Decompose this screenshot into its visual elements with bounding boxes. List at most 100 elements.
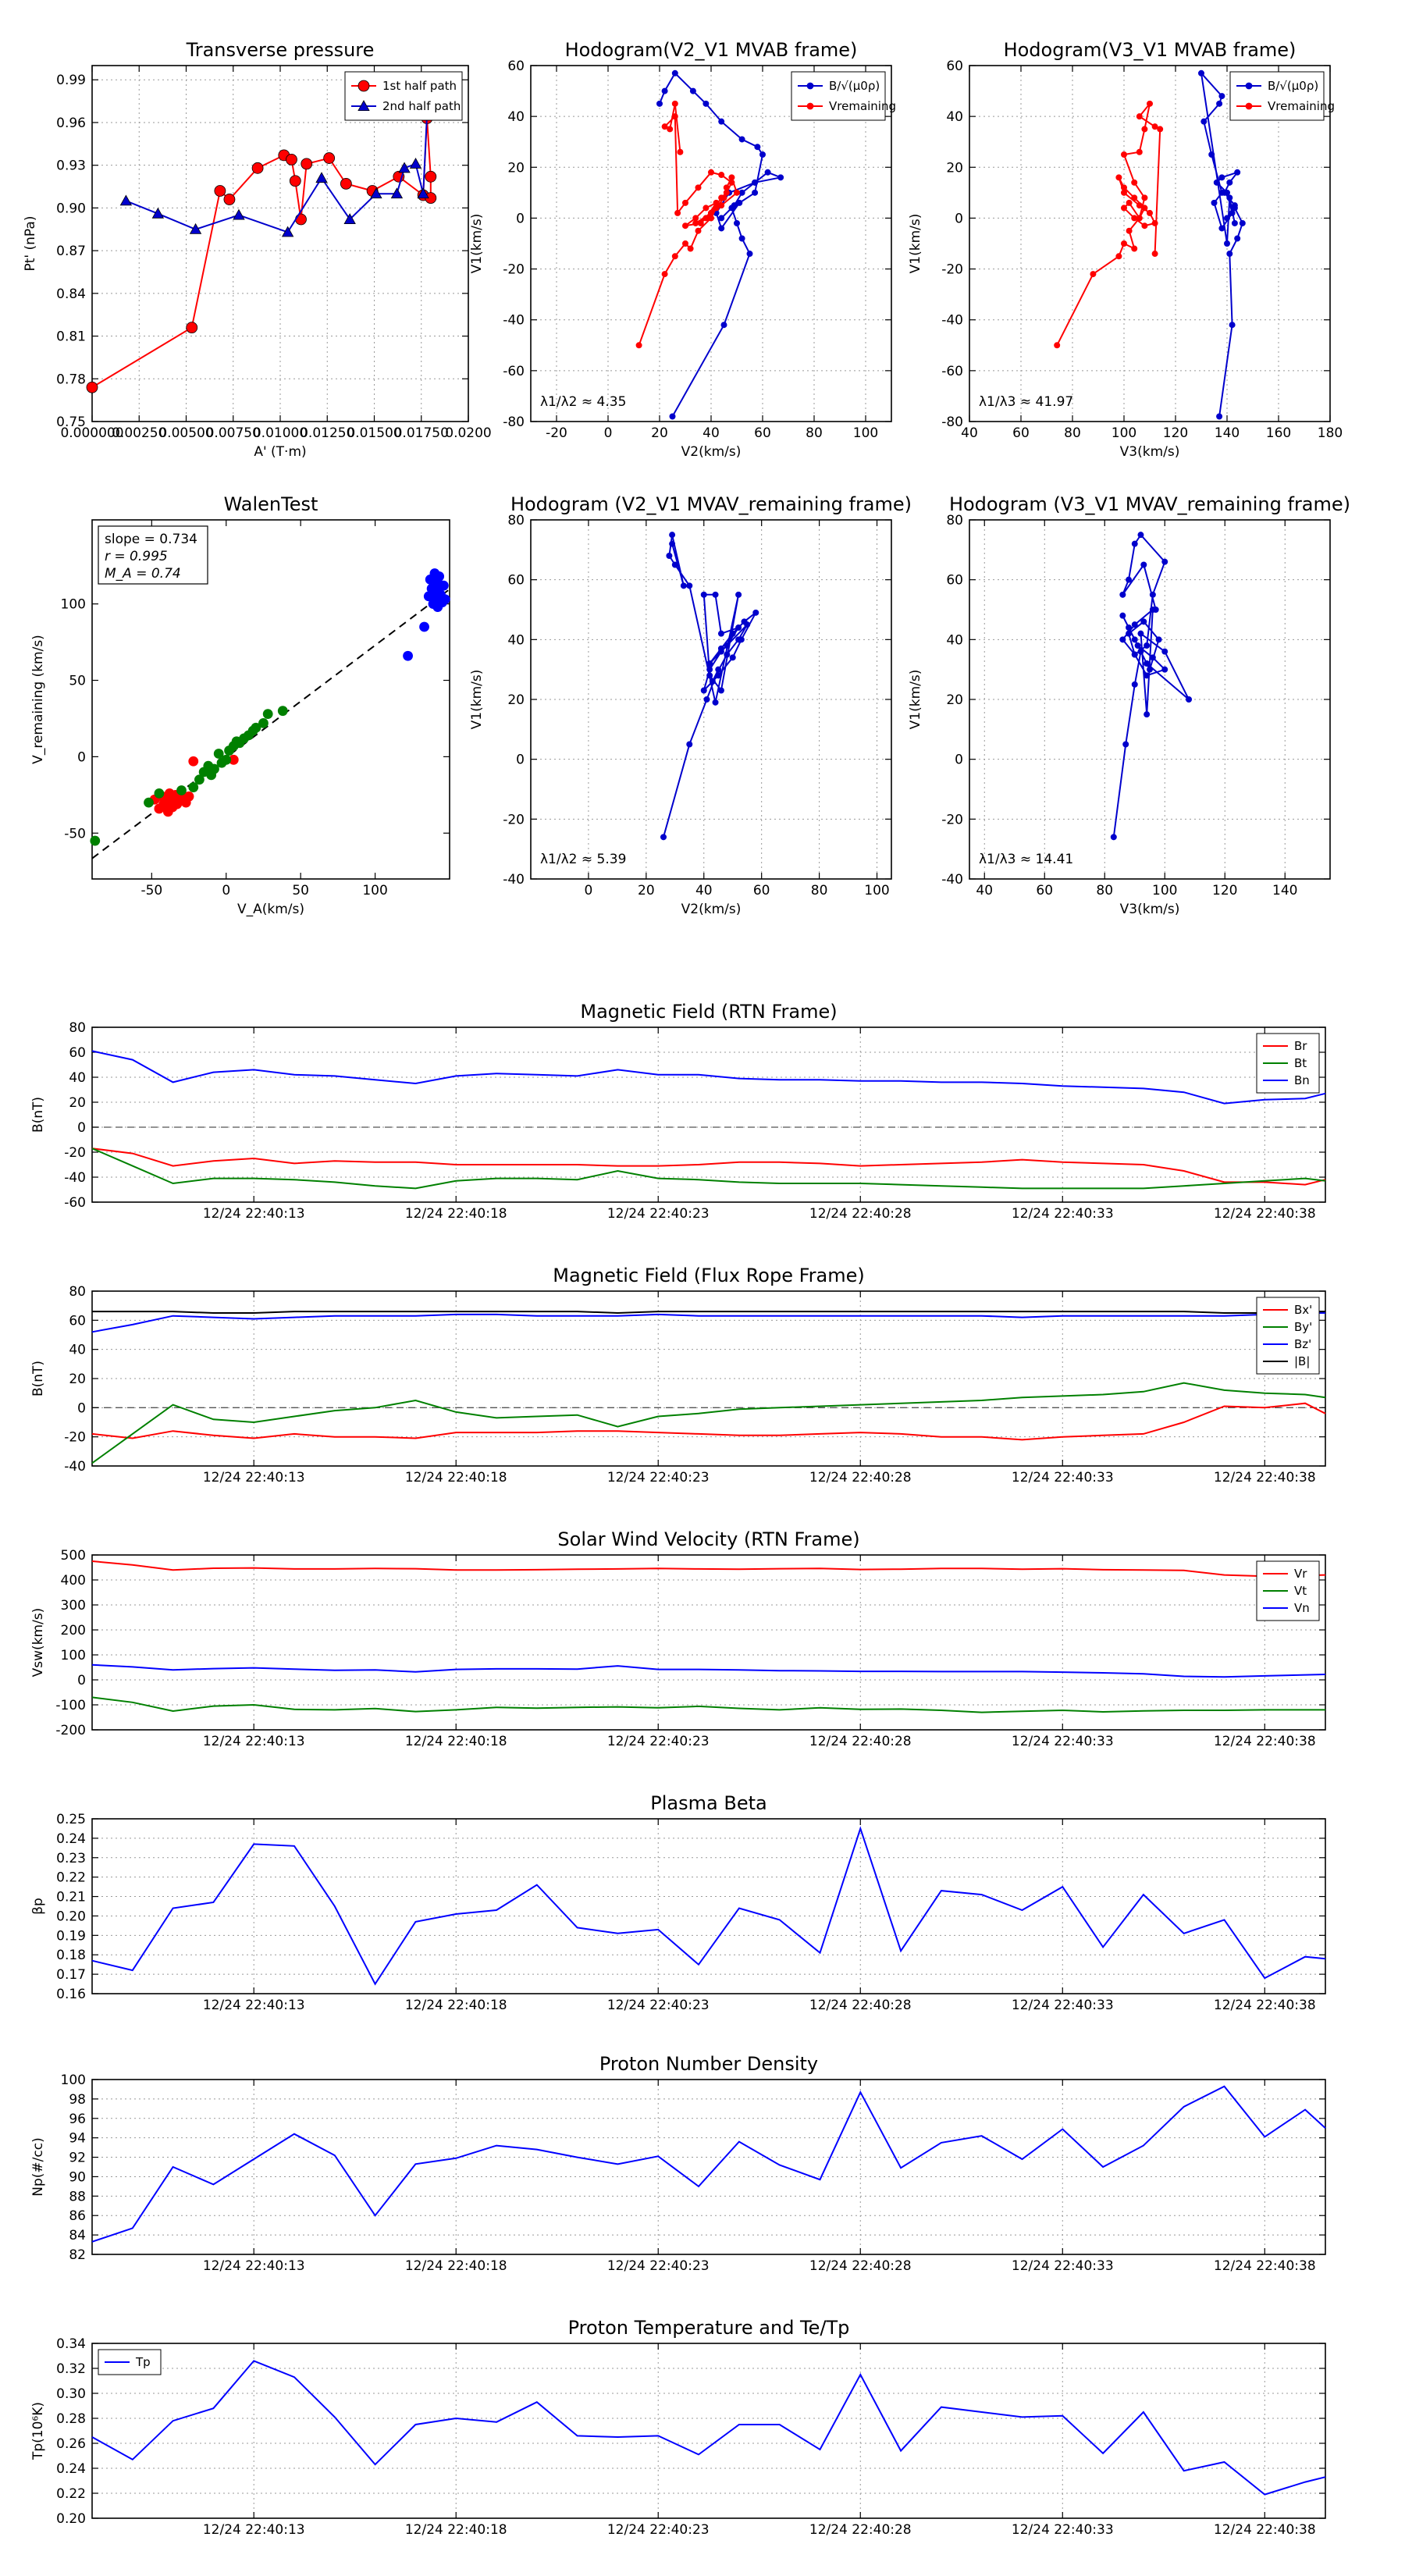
chart-temp: 12/24 22:40:13 12/24 22:40:18 12/24 22:40:… xyxy=(30,2317,1326,2538)
x-tick-label: 12/24 22:40:28 xyxy=(809,2258,912,2274)
y-tick-label: -80 xyxy=(503,415,525,430)
data-point-b xyxy=(1126,630,1133,637)
data-point-b xyxy=(1147,666,1154,673)
y-tick-label: -20 xyxy=(941,262,963,278)
data-point-1st-half-path xyxy=(251,162,264,174)
h2-plot-frame xyxy=(969,65,1331,422)
data-point-vremaining xyxy=(682,222,689,229)
x-tick-label: 12/24 22:40:23 xyxy=(607,1998,710,2013)
data-point-b xyxy=(1137,648,1144,655)
y-tick-label: -60 xyxy=(64,1195,86,1211)
y-axis-label: B(nT) xyxy=(30,1361,46,1397)
y-tick-label: 20 xyxy=(946,692,963,708)
x-tick-label: 12/24 22:40:13 xyxy=(203,2522,305,2538)
data-point-1st-half-path xyxy=(86,381,98,393)
y-tick-label: 82 xyxy=(69,2247,86,2263)
y-tick-label: 40 xyxy=(69,1343,86,1358)
y-tick-label: -20 xyxy=(941,812,963,827)
x-tick-label: 12/24 22:40:18 xyxy=(405,2258,507,2274)
y-tick-label: 100 xyxy=(61,1648,86,1663)
data-point-b xyxy=(706,666,713,673)
series-line-by xyxy=(91,1382,1326,1464)
data-point-vremaining xyxy=(692,219,699,226)
data-point-vremaining xyxy=(661,123,668,130)
data-point-2nd-half-path xyxy=(417,187,429,199)
y-axis-label: βp xyxy=(30,1898,46,1915)
data-point-vremaining xyxy=(1121,205,1128,212)
chart-density: 12/24 22:40:13 12/24 22:40:18 12/24 22:40:… xyxy=(30,2053,1326,2274)
chart-title: Plasma Beta xyxy=(650,1792,767,1814)
data-point-b xyxy=(1131,540,1138,547)
y-tick-label: 0.93 xyxy=(56,158,86,174)
data-point-vremaining xyxy=(1121,189,1128,196)
x-tick-label: 0.01000 xyxy=(253,425,308,441)
data-point-1st-half-path xyxy=(286,153,297,165)
x-tick-label: 12/24 22:40:13 xyxy=(203,1206,305,1222)
x-tick-label: 12/24 22:40:23 xyxy=(607,1734,710,1749)
x-tick-label: 60 xyxy=(753,883,770,898)
y-tick-label: 0.32 xyxy=(56,2361,86,2377)
y-tick-label: 60 xyxy=(507,59,525,74)
x-tick-label: 180 xyxy=(1318,425,1343,441)
data-point-b-0 xyxy=(1218,174,1225,181)
y-tick-label: 40 xyxy=(946,632,963,648)
data-point-b xyxy=(1149,591,1156,598)
y-tick-label: 0.24 xyxy=(56,2461,86,2477)
y-tick-label: 0.84 xyxy=(56,286,86,302)
y-tick-label: -40 xyxy=(941,872,963,888)
x-tick-label: 12/24 22:40:13 xyxy=(203,1734,305,1749)
x-tick-label: 12/24 22:40:28 xyxy=(809,2522,912,2538)
x-tick-label: 40 xyxy=(976,883,993,898)
y-tick-label: 0.30 xyxy=(56,2386,86,2402)
y-tick-label: -50 xyxy=(64,826,86,841)
y-tick-label: -20 xyxy=(64,1430,86,1446)
data-point-vremaining xyxy=(1157,126,1164,133)
data-point-vremaining xyxy=(718,194,725,201)
x-tick-label: 100 xyxy=(864,883,889,898)
x-tick-label: 0.01500 xyxy=(347,425,401,441)
data-point-vremaining xyxy=(1121,151,1128,158)
data-point-2nd-half-path xyxy=(343,213,356,224)
data-point-b xyxy=(1144,672,1151,679)
data-point-vremaining xyxy=(635,342,642,349)
y-tick-label: 100 xyxy=(61,597,86,613)
y-tick-label: 40 xyxy=(507,109,525,125)
chart-title: Transverse pressure xyxy=(186,39,375,61)
x-tick-label: -20 xyxy=(546,425,567,441)
data-point-vremaining xyxy=(687,245,694,252)
data-point-b xyxy=(724,642,731,649)
x-tick-label: 140 xyxy=(1272,883,1297,898)
x-tick-label: 80 xyxy=(811,883,828,898)
y-tick-label: 20 xyxy=(946,160,963,176)
legend-label-bn: Bn xyxy=(1294,1073,1310,1087)
data-point-vremaining xyxy=(708,209,715,216)
data-point-middle xyxy=(154,788,165,799)
chart-walen: -50 0 50 100 -50 0 50 100 WalenTest V_A(km/s) V_re… xyxy=(30,493,450,917)
data-point-vremaining xyxy=(695,227,702,234)
data-point-b xyxy=(706,672,713,679)
data-point-b xyxy=(1131,636,1138,643)
y-tick-label: 0.99 xyxy=(56,73,86,88)
y-tick-label: 200 xyxy=(61,1623,86,1638)
data-point-b-0 xyxy=(1218,189,1225,196)
y-tick-label: 80 xyxy=(69,1020,86,1036)
data-point-vremaining xyxy=(671,253,678,260)
x-tick-label: 60 xyxy=(1036,883,1053,898)
data-point-2nd-half-path xyxy=(189,222,202,234)
chart-beta: 12/24 22:40:13 12/24 22:40:18 12/24 22:40:… xyxy=(30,1792,1326,2013)
data-point-b-0 xyxy=(777,174,784,181)
legend-label-vremaining: Vremaining xyxy=(829,99,896,113)
chart-title: Proton Number Density xyxy=(599,2053,818,2075)
data-point-b-0 xyxy=(661,87,668,94)
y-tick-label: 0.26 xyxy=(56,2436,86,2452)
series-line-bt xyxy=(91,1147,1326,1190)
data-point-vremaining xyxy=(1141,205,1148,212)
legend-marker-vremaining xyxy=(1245,102,1253,110)
x-tick-label: 40 xyxy=(695,883,713,898)
y-tick-label: -40 xyxy=(941,313,963,329)
y-tick-label: 0.28 xyxy=(56,2411,86,2427)
data-point-b xyxy=(712,699,719,706)
walen-plot-frame xyxy=(91,519,450,880)
x-tick-label: 12/24 22:40:23 xyxy=(607,2522,710,2538)
